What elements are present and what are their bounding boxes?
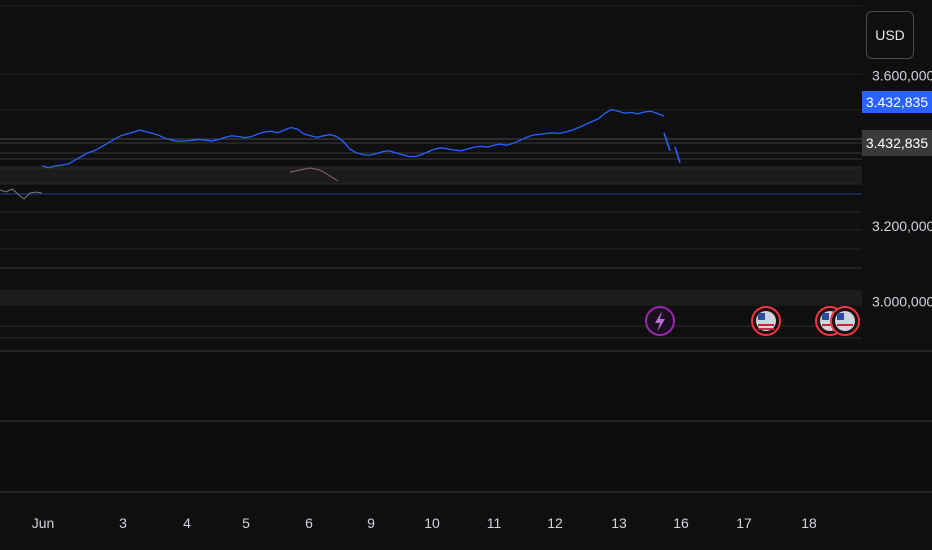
highlight-band-lower: [0, 290, 862, 304]
event-markers: [645, 306, 860, 336]
x-tick-label: 18: [801, 515, 817, 531]
flag-stripe: [837, 324, 853, 326]
x-tick-label: 10: [424, 515, 440, 531]
x-tick-label: 12: [547, 515, 563, 531]
muted-segment: [289, 167, 339, 182]
reference-lines: [0, 5, 932, 493]
x-tick-label: 17: [736, 515, 752, 531]
y-tick-label: 3.000,000: [872, 294, 932, 310]
lightning-event-marker[interactable]: [645, 306, 675, 336]
highlight-band-upper: [0, 166, 862, 184]
flag-canton: [837, 313, 844, 320]
x-axis: Jun 3 4 5 6 9 10 11 12 13 16 17 18: [32, 515, 817, 531]
x-tick-label: 11: [487, 515, 502, 531]
flag-stripe: [758, 324, 774, 326]
x-tick-label: 3: [119, 515, 127, 531]
close-price-tag: 3.432,835: [862, 130, 932, 156]
y-axis: 3.600,000 3.200,000 3.000,000: [872, 68, 932, 310]
x-tick-label: 9: [367, 515, 375, 531]
series-line: [41, 108, 665, 169]
currency-button[interactable]: USD: [866, 11, 914, 59]
x-tick-label: 6: [305, 515, 313, 531]
y-tick-label: 3.200,000: [872, 218, 932, 234]
us-flag-event-marker[interactable]: [751, 306, 781, 336]
y-tick-label: 3.600,000: [872, 68, 932, 84]
x-tick-label: 13: [611, 515, 627, 531]
x-tick-label: Jun: [32, 515, 55, 531]
projection-layer: [663, 132, 681, 164]
current-price-tag: 3.432,835: [862, 91, 932, 113]
series-layer: [41, 108, 665, 169]
x-tick-label: 5: [242, 515, 250, 531]
projection-dash: [674, 146, 681, 164]
flag-stripe: [822, 324, 838, 326]
flag-stripe: [758, 328, 774, 330]
x-tick-label: 16: [673, 515, 689, 531]
flag-canton: [822, 313, 829, 320]
x-tick-label: 4: [183, 515, 191, 531]
history-line-gray: [0, 188, 43, 200]
flag-canton: [758, 313, 765, 320]
projection-dash: [663, 132, 671, 152]
lightning-icon: [655, 311, 665, 332]
us-flag-event-marker[interactable]: [830, 306, 860, 336]
